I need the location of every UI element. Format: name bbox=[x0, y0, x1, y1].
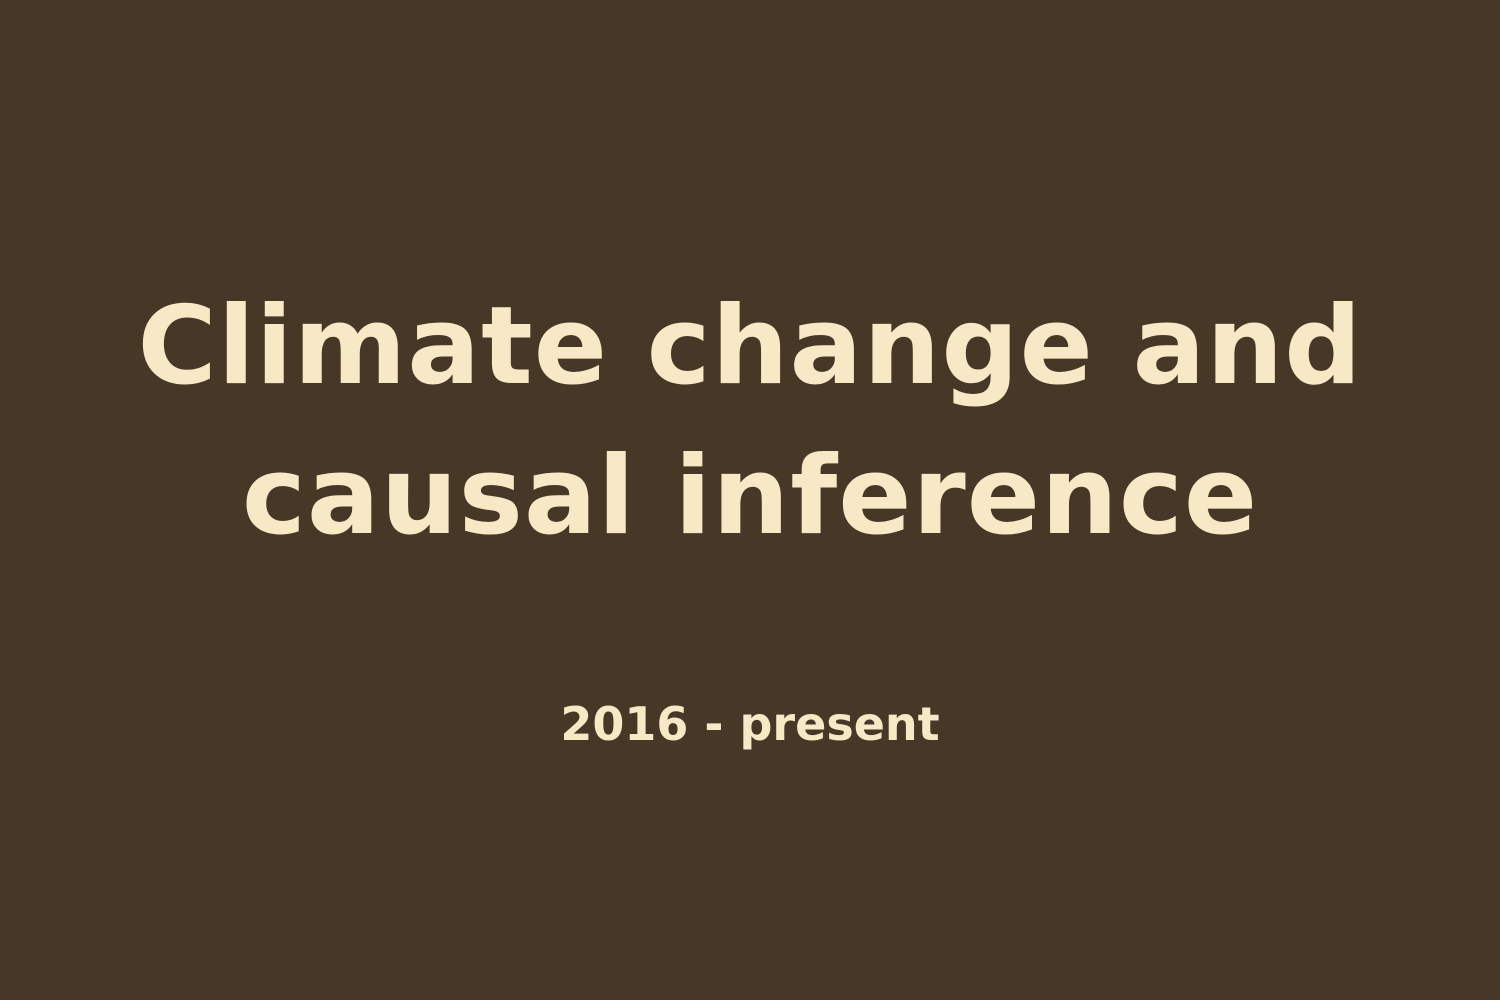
slide-title-line-1: Climate change and bbox=[137, 284, 1363, 409]
slide-subtitle: 2016 - present bbox=[560, 697, 940, 751]
slide-title: Climate change and causal inference bbox=[0, 272, 1500, 572]
slide-title-line-2: causal inference bbox=[241, 434, 1259, 559]
